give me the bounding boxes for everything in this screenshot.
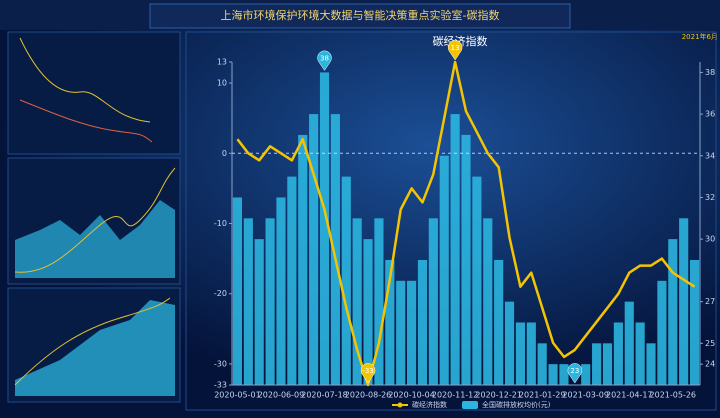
y2-tick-label: 38 <box>705 68 715 77</box>
bar <box>526 322 536 385</box>
bar <box>602 343 613 385</box>
side-panels <box>7 31 181 403</box>
bar <box>613 322 623 385</box>
bar <box>265 218 275 385</box>
x-tick-label: 2021-01-29 <box>519 391 566 400</box>
bar <box>363 239 373 385</box>
mini-line <box>14 167 176 273</box>
header-frame <box>149 3 571 29</box>
bar <box>679 218 689 385</box>
bar <box>646 343 656 385</box>
bar <box>689 259 700 385</box>
bar <box>472 176 482 385</box>
y2-tick-label: 27 <box>705 297 715 306</box>
x-tick-label: 2021-03-09 <box>562 391 609 400</box>
x-tick-label: 2020-05-01 <box>214 391 261 400</box>
bar <box>592 343 602 385</box>
plot: 13 10 0 -10 -20 -30 -33 38 36 34 32 30 27 25 24 2020-05… <box>214 40 715 409</box>
panel <box>7 31 181 155</box>
y-tick-label: -20 <box>214 289 227 298</box>
y2-tick-label: 25 <box>705 339 715 348</box>
bar <box>504 301 515 385</box>
marker-pin <box>567 363 583 384</box>
bar <box>276 197 286 385</box>
y2-tick-label: 36 <box>705 110 715 119</box>
y2-tick-label: 30 <box>705 235 715 244</box>
bar <box>548 364 558 385</box>
bar <box>330 114 340 385</box>
mini-line <box>19 99 153 143</box>
bar <box>657 280 667 385</box>
bar <box>385 259 395 385</box>
y-tick-label: 10 <box>217 79 227 88</box>
bar <box>298 134 308 385</box>
mini-line <box>14 297 171 386</box>
legend-swatch <box>462 401 478 409</box>
bar <box>374 218 384 385</box>
bar <box>635 322 645 385</box>
header-title: 上海市环境保护环境大数据与智能决策重点实验室-碳指数 <box>221 8 500 22</box>
bar <box>483 218 493 385</box>
marker-pin <box>360 363 376 384</box>
chart-title: 碳经济指数 <box>433 34 488 48</box>
marker-label: -33 <box>362 367 373 375</box>
bar <box>287 176 297 385</box>
x-tick-label: 2020-12-21 <box>475 391 522 400</box>
bar <box>450 114 460 385</box>
x-tick-label: 2020-10-04 <box>388 391 435 400</box>
bar <box>668 239 678 385</box>
y-tick-label: 0 <box>222 149 227 158</box>
bar <box>232 197 243 385</box>
main-frame <box>185 31 717 411</box>
marker-label: 13 <box>451 44 460 52</box>
y2-tick-label: 34 <box>705 151 715 160</box>
bar <box>417 259 428 385</box>
bar <box>559 364 569 385</box>
legend-label: 碳经济指数 <box>412 400 447 409</box>
bar <box>254 239 264 385</box>
bar <box>319 72 330 385</box>
x-tick-label: 2021-05-26 <box>650 391 697 400</box>
y-tick-label: 13 <box>217 58 227 67</box>
bar <box>537 343 547 385</box>
mini-line <box>19 37 151 123</box>
bar <box>352 218 362 385</box>
mini-area <box>15 200 175 278</box>
x-tick-label: 2020-06-09 <box>258 391 305 400</box>
legend-label: 全国碳排放权均价(元) <box>482 400 551 409</box>
y-tick-label: -30 <box>214 359 227 368</box>
marker-label: 38 <box>320 54 329 62</box>
x-tick-label: 2020-11-12 <box>432 391 479 400</box>
x-tick-label: 2021-04-17 <box>606 391 653 400</box>
bar <box>461 134 471 385</box>
marker-pin <box>317 50 332 71</box>
y-tick-label: -10 <box>214 219 227 228</box>
bar <box>624 301 634 385</box>
bar <box>439 155 449 385</box>
line <box>236 60 696 387</box>
bar <box>396 280 406 385</box>
bar <box>515 322 525 385</box>
x-tick-label: 2020-08-26 <box>345 391 392 400</box>
bar <box>407 280 417 385</box>
y2-tick-label: 32 <box>705 193 715 202</box>
bar <box>428 218 438 385</box>
bar <box>341 176 351 385</box>
x-tick-label: 2020-07-18 <box>301 391 348 400</box>
marker-pin <box>447 40 463 61</box>
date: 2021年6月 <box>682 32 718 41</box>
mini-area <box>15 300 175 396</box>
bar <box>309 114 319 385</box>
bar <box>243 218 253 385</box>
marker-label: 23 <box>570 367 579 375</box>
y-tick-label: -33 <box>214 381 227 390</box>
legend-swatch <box>397 402 403 408</box>
bar <box>581 364 591 385</box>
bar <box>494 259 504 385</box>
y2-tick-label: 24 <box>705 360 715 369</box>
